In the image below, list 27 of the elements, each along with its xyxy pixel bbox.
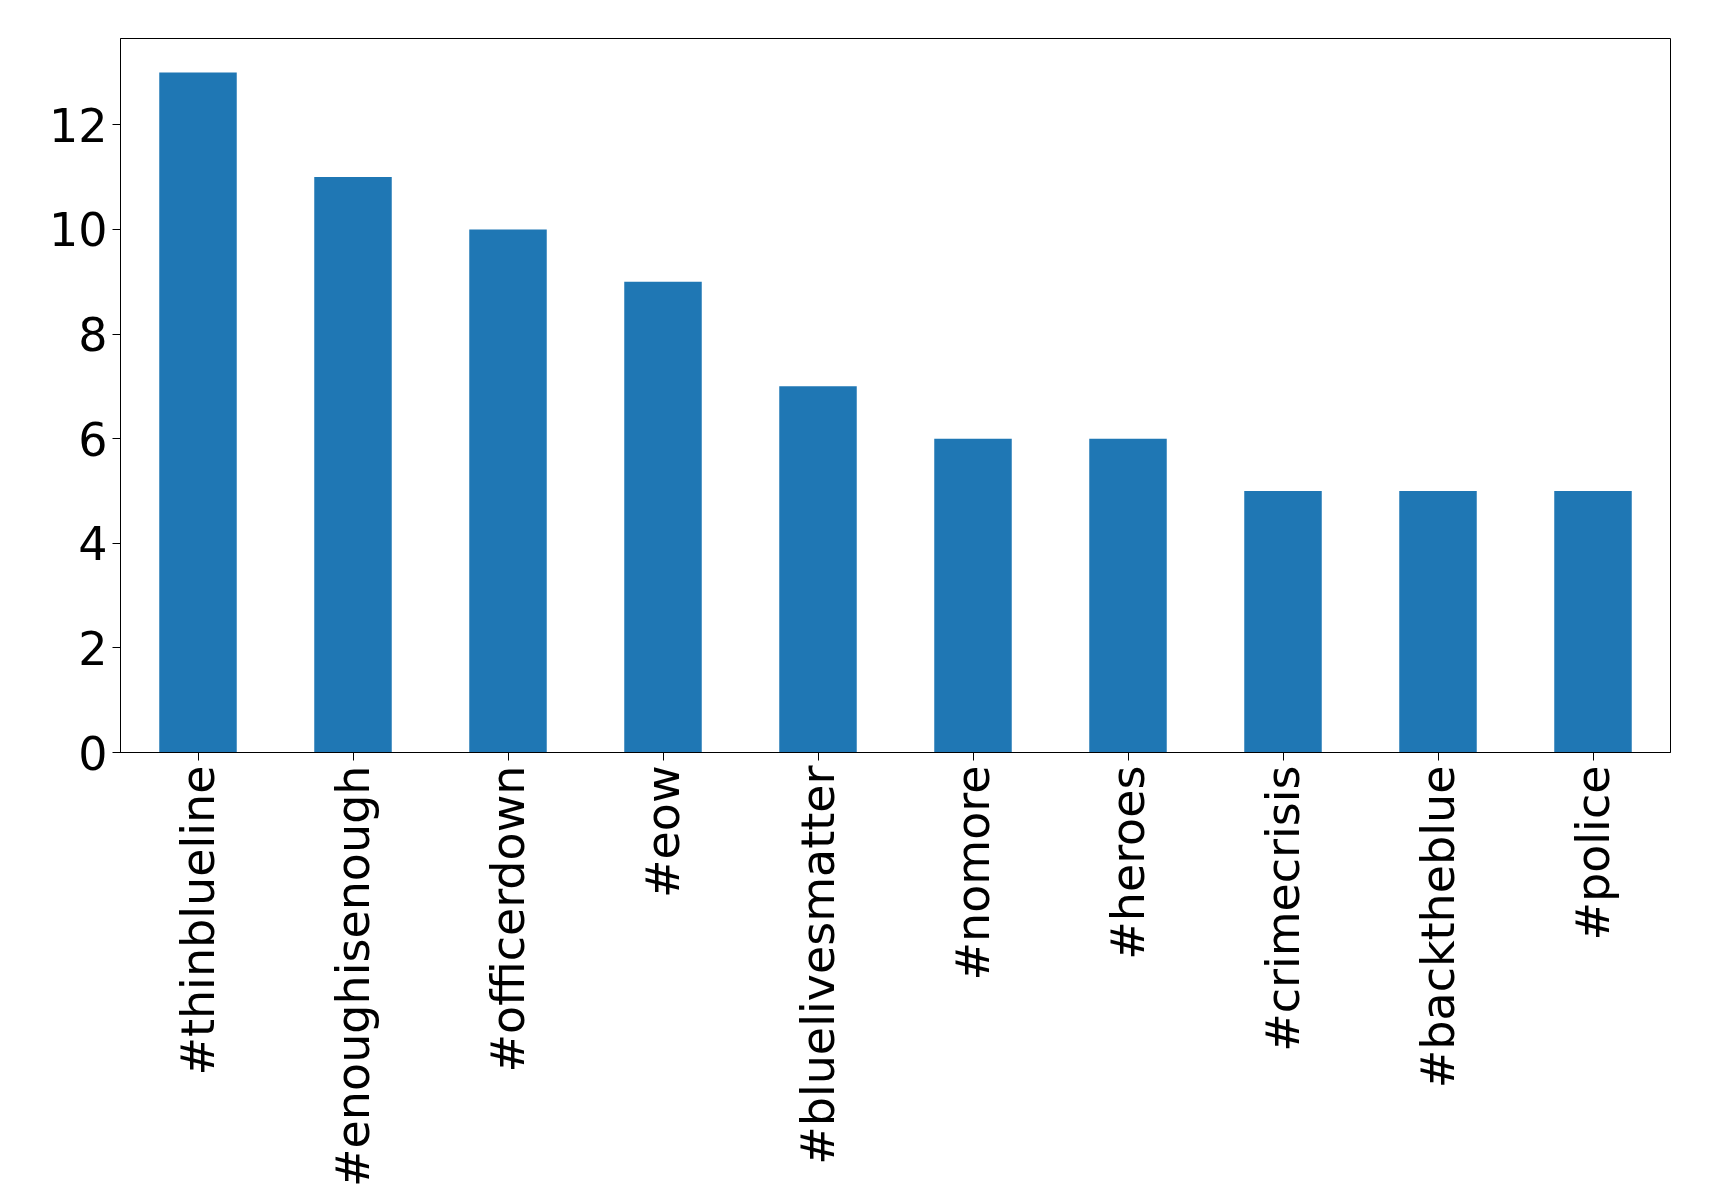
x-tick-label: #backtheblue <box>1411 765 1465 1089</box>
y-tick-label: 10 <box>48 203 108 258</box>
x-tick-label: #crimecrisis <box>1256 765 1310 1052</box>
y-tick-label: 2 <box>78 621 108 676</box>
y-tick-label: 0 <box>78 726 108 781</box>
bar <box>1244 490 1322 753</box>
bar <box>1399 490 1477 753</box>
bar <box>779 386 857 753</box>
y-tick-label: 8 <box>78 308 108 363</box>
x-tick-label: #thinblueline <box>171 765 225 1076</box>
y-tick-label: 12 <box>48 98 108 153</box>
bar <box>1089 438 1167 753</box>
x-tick-label: #bluelivesmatter <box>791 765 845 1165</box>
y-tick-label: 6 <box>78 412 108 467</box>
bar <box>159 72 237 753</box>
x-tick-label: #enoughisenough <box>326 765 380 1187</box>
bar <box>624 281 702 753</box>
x-tick-label: #officerdown <box>481 765 535 1073</box>
bar <box>1554 490 1632 753</box>
x-tick-label: #police <box>1566 765 1620 941</box>
x-tick-label: #nomore <box>946 765 1000 981</box>
bar <box>314 177 392 753</box>
y-tick-label: 4 <box>78 517 108 572</box>
x-tick-label: #eow <box>636 765 690 899</box>
x-tick-label: #heroes <box>1101 765 1155 960</box>
bar <box>469 229 547 753</box>
bar <box>934 438 1012 753</box>
